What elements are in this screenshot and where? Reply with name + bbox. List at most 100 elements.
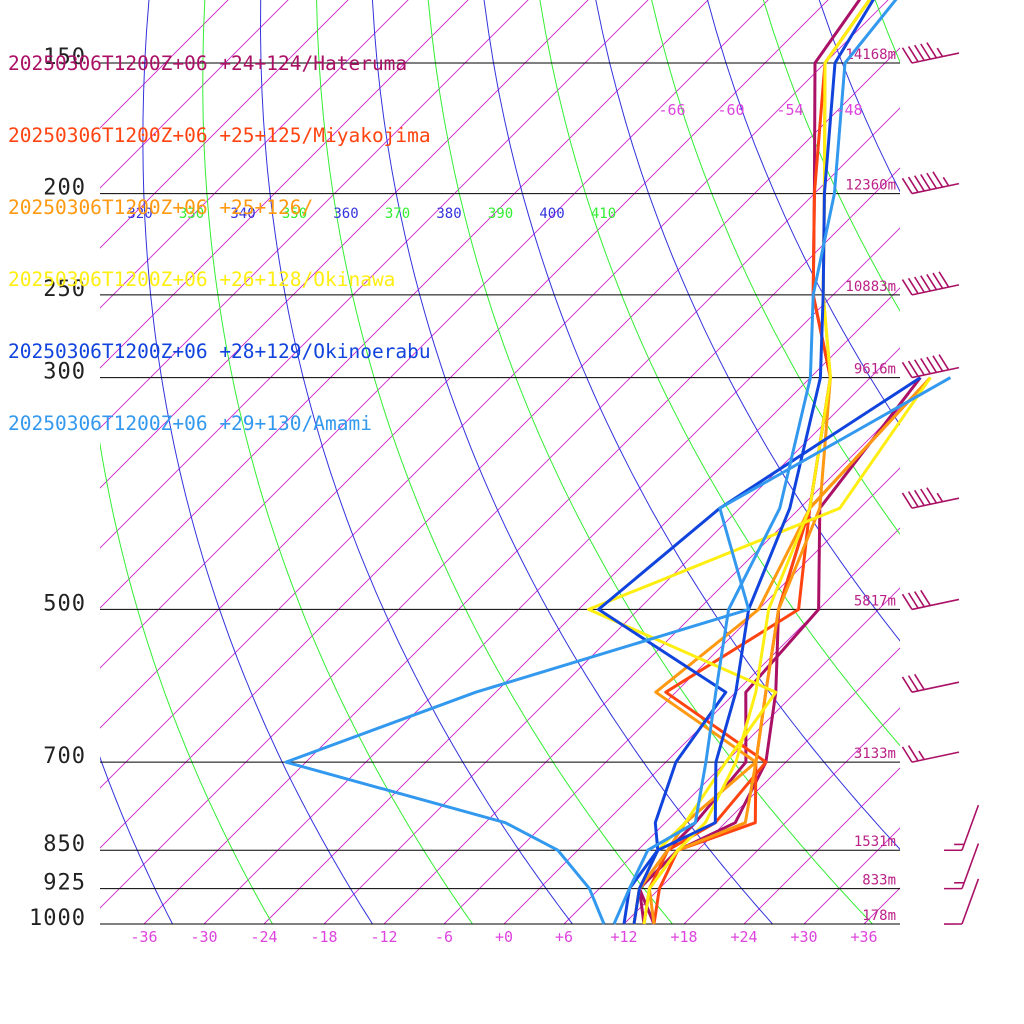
wind-barb-flag [913,175,925,192]
wind-barb-flag [936,47,944,57]
theta-label: 370 [385,206,410,222]
wind-barb-staff [911,681,960,693]
wind-barb-staff [911,366,960,379]
legend-entry: 20250306T1200Z+06 +26+128/Okinawa [8,268,396,291]
wind-barb [901,171,960,195]
dry-adiabat-line [259,0,573,924]
wind-barb-staff [961,804,980,851]
dewpoint-trace [284,376,952,925]
wind-barb-flag [901,676,913,693]
sounding-traces [284,0,952,925]
isotherm-line [143,167,900,924]
isotherm-line [203,227,900,924]
pressure-lines: 100150200250300500700850925100016557m141… [29,45,900,931]
background-grid [100,0,1024,924]
wind-barb-flag [938,354,950,371]
x-tick-label: +0 [495,928,513,946]
pressure-label: 925 [43,871,86,896]
dry-adiabat-line [883,0,1024,924]
wind-barb-flag [913,673,925,690]
dry-adiabat-line [651,0,900,536]
wind-barb-flag [926,487,938,504]
legend-entry: 20250306T1200Z+06 +28+129/Okinoerabu [8,340,431,363]
wind-barb [901,487,960,509]
wind-barb-flag [907,592,919,609]
wind-barb-flag [913,489,925,506]
theta-label: 320 [127,206,152,222]
pressure-label: 1000 [29,906,86,931]
upper-temp-label: -60 [717,101,744,119]
wind-barb-staff [911,751,960,763]
height-label: 178m [862,908,896,924]
dry-adiabat-line [483,0,900,850]
wind-barb-flag [907,360,919,377]
dry-adiabat-line [838,0,1024,924]
theta-label: 390 [488,206,513,222]
dewpoint-trace [632,376,932,925]
pressure-label: 850 [43,832,86,857]
wind-barb-flag [920,43,931,60]
legend-entry: 20250306T1200Z+06 +25+126/ [8,196,314,219]
temperature-trace [642,0,872,925]
height-label: 5817m [854,593,896,609]
wind-barb-flag [901,47,913,64]
dry-adiabat-line [427,0,873,924]
wind-barb-staff [911,52,960,64]
wind-barb-flag [932,272,944,289]
wind-barb-flag [926,42,938,59]
wind-barb-staff [961,843,980,889]
height-label: 14168m [845,47,896,63]
isotherm-line [563,587,900,924]
wind-barb-flag [907,491,919,508]
dry-adiabat-line [371,0,773,924]
legend-entry: 20250306T1200Z+06 +24+124/Hateruma [8,52,408,75]
temperature-trace [612,0,898,925]
wind-barb-flag [913,359,925,376]
wind-barbs [901,42,980,925]
dry-adiabat-line [707,0,900,426]
wind-barb [901,354,960,379]
legend-entry: 20250306T1200Z+06 +29+130/Amami [8,412,372,435]
isotherm-line [100,0,709,609]
isotherm-line [323,347,900,924]
wind-barb-flag [901,492,913,509]
pressure-label: 150 [43,45,86,70]
wind-barb [943,804,980,852]
temperature-trace [647,0,872,925]
wind-barb-flag [907,745,919,762]
height-label: 10883m [845,279,896,295]
dry-adiabat-line [142,0,373,924]
wind-barb-staff [911,497,960,509]
x-tick-label: +18 [670,928,697,946]
pressure-label: 500 [43,591,86,616]
height-label: 12360m [845,178,896,194]
wind-barb [901,271,960,296]
legend-entry: 20250306T1200Z+06 +25+125/Miyakojima [8,124,431,147]
upper-temp-label: -48 [835,101,862,119]
theta-label: 350 [282,206,307,222]
wind-barb-flag [920,275,931,292]
x-tick-label: +12 [610,928,637,946]
pressure-label: 250 [43,277,86,302]
theta-label: 340 [230,206,255,222]
isotherm-line [100,107,900,909]
dry-adiabat-line [762,0,900,313]
legend: 20250306T1200Z+06 +24+124/Hateruma 20250… [8,4,431,460]
x-tick-label: -36 [130,928,157,946]
wind-barb-staff [911,598,960,611]
wind-barb-flag [913,276,925,293]
isotherm-line [100,0,829,729]
wind-barb-flag [907,277,919,294]
wind-barb-flag [920,358,931,375]
theta-label: 410 [591,206,616,222]
x-tick-label: -12 [370,928,397,946]
isotherm-line [263,287,900,924]
height-label: 9616m [854,362,896,378]
wind-barb-flag [936,492,944,503]
wind-barb-flag [913,44,925,61]
x-tick-label: -18 [310,928,337,946]
temperature-trace [637,0,862,925]
dry-adiabat-line [202,0,473,924]
wind-barb-flag [907,46,919,63]
dry-adiabat-line [316,0,673,924]
